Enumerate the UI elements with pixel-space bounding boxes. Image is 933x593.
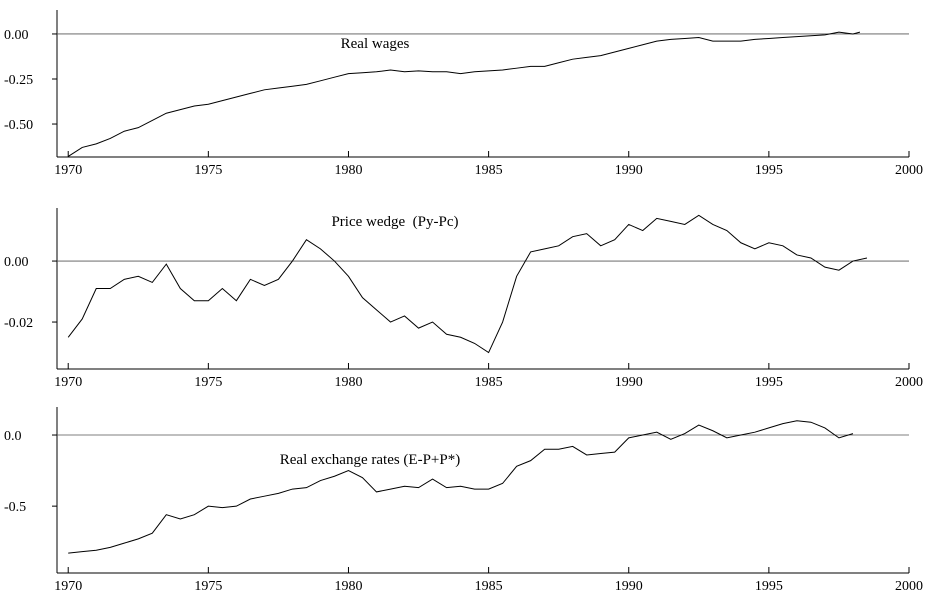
y-tick-label: -0.50 — [4, 118, 33, 133]
x-tick-label: 2000 — [895, 163, 923, 178]
chart-title: Price wedge (Py-Pc) — [331, 214, 458, 230]
x-tick-label: 1990 — [615, 163, 643, 178]
y-tick-label: -0.25 — [4, 73, 33, 88]
x-tick-label: 1995 — [755, 375, 783, 390]
y-tick-label: 0.00 — [4, 28, 29, 43]
x-tick-label: 1980 — [334, 579, 362, 593]
x-tick-label: 1990 — [615, 375, 643, 390]
x-tick-label: 1970 — [54, 579, 82, 593]
x-tick-label: 1995 — [755, 579, 783, 593]
y-tick-label: -0.02 — [4, 316, 33, 331]
x-tick-label: 2000 — [895, 579, 923, 593]
x-tick-label: 1970 — [54, 163, 82, 178]
data-line — [67, 31, 861, 157]
y-tick-label: -0.5 — [4, 500, 26, 515]
x-tick-label: 1980 — [334, 163, 362, 178]
x-tick-label: 1975 — [194, 163, 222, 178]
x-tick-label: 1975 — [194, 579, 222, 593]
chart-title: Real exchange rates (E-P+P*) — [280, 452, 460, 468]
y-tick-label: 0.0 — [4, 429, 22, 444]
y-tick-label: 0.00 — [4, 255, 29, 270]
data-line — [68, 420, 854, 554]
x-tick-label: 1990 — [615, 579, 643, 593]
x-tick-label: 1975 — [194, 375, 222, 390]
x-tick-label: 1985 — [475, 579, 503, 593]
x-tick-label: 1970 — [54, 375, 82, 390]
x-tick-label: 1985 — [475, 163, 503, 178]
x-tick-label: 1995 — [755, 163, 783, 178]
x-tick-label: 2000 — [895, 375, 923, 390]
x-tick-label: 1980 — [334, 375, 362, 390]
x-tick-label: 1985 — [475, 375, 503, 390]
data-line — [67, 214, 868, 354]
chart-title: Real wages — [341, 36, 410, 52]
